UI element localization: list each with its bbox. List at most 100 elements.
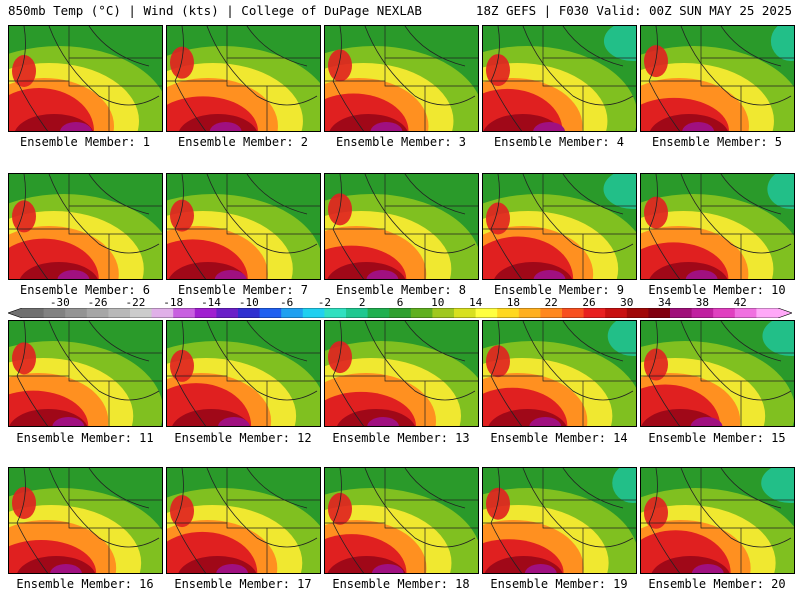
colorbar-tick-label: -18 [163, 296, 184, 309]
member-label: Ensemble Member: 3 [335, 135, 467, 149]
map-title: 850mb Temp (°C) | Wind (kts) | College o… [8, 3, 422, 18]
colorbar-band [670, 308, 693, 318]
colorbar-band [432, 308, 455, 318]
colorbar-min-arrow [8, 308, 22, 318]
temperature-field [641, 26, 794, 131]
member-label: Ensemble Member: 1 [19, 135, 151, 149]
colorbar-band [43, 308, 66, 318]
temperature-field [641, 468, 794, 573]
colorbar-band [605, 308, 628, 318]
ensemble-member-map [8, 320, 163, 427]
colorbar-band [65, 308, 88, 318]
member-label: Ensemble Member: 14 [490, 431, 628, 445]
colorbar-tick-label: 34 [657, 296, 672, 309]
member-label: Ensemble Member: 19 [490, 577, 628, 591]
colorbar-band [108, 308, 131, 318]
colorbar-band [281, 308, 304, 318]
colorbar-band [583, 308, 606, 318]
member-label: Ensemble Member: 20 [648, 577, 786, 591]
member-label: Ensemble Member: 7 [177, 283, 309, 297]
colorbar-band [475, 308, 498, 318]
temperature-field [483, 468, 636, 573]
colorbar-band [173, 308, 196, 318]
colorbar-band [756, 308, 779, 318]
member-label: Ensemble Member: 18 [332, 577, 470, 591]
member-label: Ensemble Member: 2 [177, 135, 309, 149]
colorbar-band [130, 308, 153, 318]
colorbar-tick-label: -26 [87, 296, 108, 309]
colorbar-band [497, 308, 520, 318]
temperature-colorbar [8, 308, 792, 318]
ensemble-member-map [482, 467, 637, 574]
ensemble-member-map [166, 320, 321, 427]
member-label: Ensemble Member: 8 [335, 283, 467, 297]
colorbar-band [346, 308, 369, 318]
colorbar-tick-label: 22 [544, 296, 558, 309]
ensemble-member-map [482, 25, 637, 132]
colorbar-tick-label: -6 [279, 296, 294, 309]
ensemble-member-map [640, 320, 795, 427]
temperature-field [483, 174, 636, 279]
colorbar-band [151, 308, 174, 318]
colorbar-band [389, 308, 412, 318]
run-valid-time: 18Z GEFS | F030 Valid: 00Z SUN MAY 25 20… [475, 3, 792, 18]
temperature-field [325, 321, 478, 426]
colorbar-band [238, 308, 261, 318]
ensemble-member-map [482, 320, 637, 427]
colorbar-max-arrow [778, 308, 792, 318]
colorbar-band [367, 308, 390, 318]
ensemble-member-map [8, 25, 163, 132]
colorbar-tick-label: 6 [396, 296, 404, 309]
temperature-field [167, 468, 320, 573]
temperature-field [167, 26, 320, 131]
colorbar-tick-label: -22 [125, 296, 146, 309]
colorbar-band [302, 308, 325, 318]
ensemble-member-map [8, 173, 163, 280]
ensemble-member-map [640, 467, 795, 574]
ensemble-member-map [166, 467, 321, 574]
temperature-field [325, 174, 478, 279]
ensemble-member-map [482, 173, 637, 280]
colorbar-tick-label: 14 [468, 296, 483, 309]
member-label: Ensemble Member: 6 [19, 283, 151, 297]
temperature-field [9, 174, 162, 279]
colorbar-band [648, 308, 671, 318]
member-label: Ensemble Member: 12 [174, 431, 312, 445]
colorbar-band [86, 308, 109, 318]
colorbar-tick-label: 18 [506, 296, 521, 309]
colorbar-tick-label: 42 [733, 296, 747, 309]
colorbar-band [22, 308, 45, 318]
ensemble-member-map [8, 467, 163, 574]
colorbar-band [324, 308, 347, 318]
colorbar-band [691, 308, 714, 318]
colorbar-band [540, 308, 563, 318]
colorbar-tick-label: 2 [358, 296, 366, 309]
ensemble-member-map [324, 320, 479, 427]
ensemble-member-map [166, 25, 321, 132]
temperature-field [325, 468, 478, 573]
member-label: Ensemble Member: 17 [174, 577, 312, 591]
colorbar-band [518, 308, 541, 318]
temperature-field [483, 321, 636, 426]
ensemble-member-map [324, 467, 479, 574]
colorbar-tick-label: 26 [582, 296, 596, 309]
colorbar-tick-label: -10 [238, 296, 259, 309]
temperature-field [641, 174, 794, 279]
member-label: Ensemble Member: 4 [493, 135, 625, 149]
colorbar-band [216, 308, 239, 318]
colorbar-tick-label: 30 [620, 296, 634, 309]
colorbar-tick-label: 38 [695, 296, 710, 309]
temperature-field [641, 321, 794, 426]
member-label: Ensemble Member: 13 [332, 431, 470, 445]
colorbar-tick-label: -30 [49, 296, 70, 309]
colorbar-band [713, 308, 736, 318]
member-label: Ensemble Member: 5 [651, 135, 783, 149]
temperature-field [9, 321, 162, 426]
member-label: Ensemble Member: 11 [16, 431, 154, 445]
temperature-field [167, 321, 320, 426]
colorbar-band [562, 308, 585, 318]
ensemble-member-map [640, 25, 795, 132]
member-label: Ensemble Member: 16 [16, 577, 154, 591]
colorbar-band [259, 308, 282, 318]
colorbar-tick-label: -2 [317, 296, 332, 309]
